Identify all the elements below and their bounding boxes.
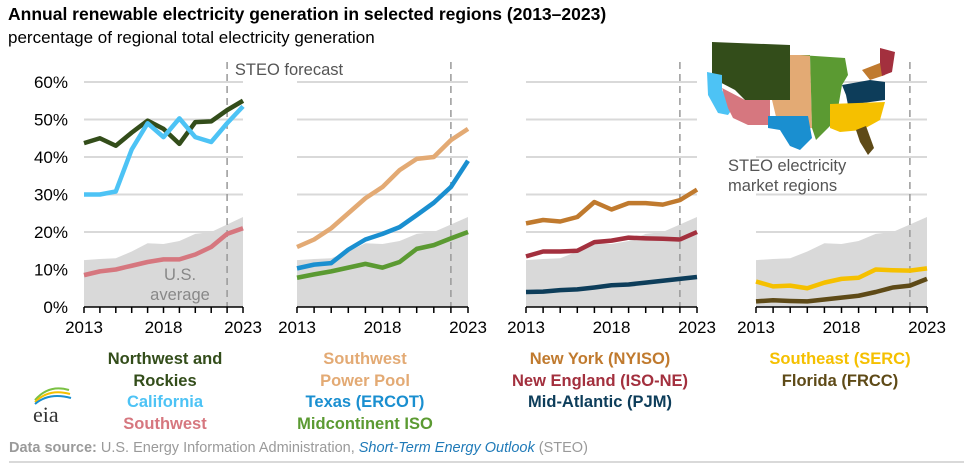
us-average-area bbox=[756, 217, 927, 307]
x-tick-label: 2013 bbox=[507, 318, 545, 337]
x-tick-label: 2023 bbox=[908, 318, 946, 337]
y-tick-label: 30% bbox=[34, 186, 68, 205]
map-region-southeast-serc- bbox=[830, 102, 885, 132]
series-line-california bbox=[84, 104, 245, 197]
legend-item: Power Pool bbox=[320, 371, 410, 390]
series-line-southwest bbox=[83, 226, 244, 278]
series-line-texas-ercot- bbox=[296, 159, 470, 271]
map-caption: STEO electricity market regions bbox=[728, 156, 846, 196]
legend-item: New York (NYISO) bbox=[529, 350, 671, 368]
eia-logo-text: eia bbox=[33, 402, 59, 427]
us-average-label: U.S. bbox=[164, 266, 196, 284]
source-suffix: (STEO) bbox=[534, 440, 588, 456]
map-caption-line1: STEO electricity bbox=[728, 157, 847, 175]
us-average-label: average bbox=[150, 286, 210, 304]
legend-item: Southeast (SERC) bbox=[769, 350, 911, 368]
us-average-area bbox=[84, 217, 243, 307]
map-region-texas-ercot- bbox=[768, 116, 812, 150]
legend-item: Northwest and bbox=[107, 350, 223, 368]
y-tick-label: 20% bbox=[34, 223, 68, 242]
chart-title: Annual renewable electricity generation … bbox=[8, 4, 607, 24]
forecast-label: STEO forecast bbox=[235, 61, 344, 79]
map-region-florida-frcc- bbox=[856, 126, 874, 155]
map-region-southwest bbox=[722, 88, 770, 125]
series-line-new-england-iso-ne- bbox=[525, 229, 698, 259]
series-line-northwest-and-rockies bbox=[83, 98, 245, 148]
x-tick-label: 2018 bbox=[593, 318, 631, 337]
eia-logo-icon: eia bbox=[33, 387, 72, 427]
x-tick-label: 2013 bbox=[737, 318, 775, 337]
x-tick-label: 2023 bbox=[224, 318, 262, 337]
series-line-southeast-serc- bbox=[755, 266, 928, 291]
map-region-southwest-power-pool bbox=[772, 55, 812, 130]
x-tick-label: 2013 bbox=[65, 318, 103, 337]
legend-item: Mid-Atlantic (PJM) bbox=[528, 393, 672, 411]
source-text: U.S. Energy Information Administration, bbox=[96, 440, 359, 456]
data-source: Data source: U.S. Energy Information Adm… bbox=[9, 440, 588, 456]
legend-item: Florida (FRCC) bbox=[781, 371, 899, 390]
y-tick-label: 0% bbox=[43, 298, 68, 317]
x-tick-label: 2018 bbox=[823, 318, 861, 337]
legend-item: Midcontinent ISO bbox=[297, 414, 433, 433]
map-caption-line2: market regions bbox=[728, 177, 838, 195]
source-label: Data source: bbox=[9, 440, 97, 456]
map-region-new-york-nyiso- bbox=[862, 63, 885, 80]
legend-group: Southwest Power Pool Texas (ERCOT) Midconti… bbox=[255, 349, 475, 435]
map-region-california bbox=[707, 72, 733, 115]
legend-group: New York (NYISO) New England (ISO-NE) Mid-… bbox=[490, 349, 710, 414]
series-line-midcontinent-iso bbox=[296, 229, 469, 280]
us-average-area bbox=[297, 217, 468, 307]
series-line-florida-frcc- bbox=[755, 276, 928, 304]
legend-group: Southeast (SERC) Florida (FRCC) bbox=[730, 349, 950, 392]
legend-item: New England (ISO-NE) bbox=[511, 371, 688, 390]
chart-subtitle: percentage of regional total electricity… bbox=[8, 28, 375, 47]
us-average-area bbox=[526, 217, 697, 307]
legend-item: Texas (ERCOT) bbox=[305, 393, 425, 411]
legend-item: Rockies bbox=[133, 371, 197, 390]
legend-group: Northwest and Rockies California Southwest bbox=[55, 349, 275, 435]
series-line-new-york-nyiso- bbox=[525, 187, 699, 226]
y-tick-label: 10% bbox=[34, 261, 68, 280]
x-tick-label: 2023 bbox=[678, 318, 716, 337]
series-line-mid-atlantic-pjm- bbox=[525, 274, 698, 295]
x-tick-label: 2018 bbox=[364, 318, 402, 337]
y-tick-label: 40% bbox=[34, 148, 68, 167]
legend-item: Southwest bbox=[323, 350, 407, 368]
series-line-southwest-power-pool bbox=[296, 126, 470, 250]
legend-item: Southwest bbox=[123, 414, 207, 433]
y-tick-label: 50% bbox=[34, 111, 68, 130]
legend-item: California bbox=[126, 393, 204, 411]
y-tick-label: 60% bbox=[34, 73, 68, 92]
x-tick-label: 2013 bbox=[278, 318, 316, 337]
map-region-new-england-iso-ne- bbox=[880, 48, 895, 76]
map-region-mid-atlantic-pjm- bbox=[842, 80, 885, 105]
source-publication: Short-Term Energy Outlook bbox=[358, 440, 535, 456]
x-tick-label: 2018 bbox=[145, 318, 183, 337]
x-tick-label: 2023 bbox=[449, 318, 487, 337]
footer-divider bbox=[9, 461, 964, 463]
map-region-northwest-and-rockies bbox=[712, 42, 790, 100]
